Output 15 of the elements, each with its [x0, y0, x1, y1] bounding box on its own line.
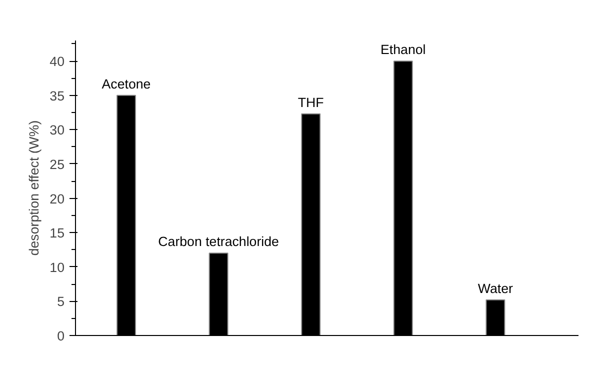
x-tick-label: THF — [298, 94, 324, 110]
x-tick-label: Carbon tetrachloride — [158, 234, 279, 250]
y-tick-label: 30 — [50, 122, 65, 138]
y-tick-label: 20 — [50, 191, 65, 206]
x-tick-label: Acetone — [102, 76, 151, 92]
y-tick-label: 35 — [50, 88, 65, 104]
y-tick-label: 25 — [50, 156, 65, 172]
y-tick-label: 5 — [57, 294, 65, 310]
x-tick-label: Ethanol — [380, 42, 426, 58]
y-tick-label: 10 — [50, 260, 65, 275]
y-axis-title: desorption effect (W%) — [26, 120, 42, 256]
y-tick-label: 0 — [57, 328, 65, 344]
x-tick-label: Water — [478, 280, 514, 296]
y-tick-label: 40 — [50, 54, 65, 70]
y-tick-label: 15 — [50, 226, 65, 241]
